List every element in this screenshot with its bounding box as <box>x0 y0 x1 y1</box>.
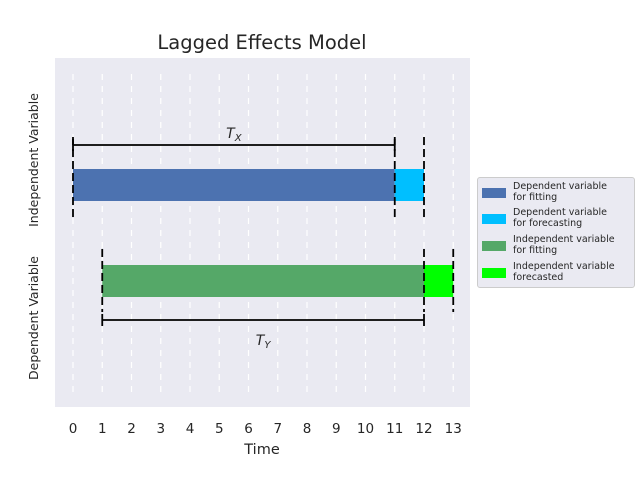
tx-span-label: TX <box>226 126 243 144</box>
x-tick-label: 8 <box>303 421 312 437</box>
legend-label-indep-forecast: Independent variable forecasted <box>513 261 615 283</box>
x-tick-label: 7 <box>273 421 282 437</box>
x-tick-labels: 0 1 2 3 4 5 6 7 8 9 10 11 12 13 <box>69 421 462 437</box>
legend-label-dep-forecast: Dependent variable for forecasting <box>513 207 608 229</box>
x-tick-label: 9 <box>332 421 341 437</box>
indep-forecast-bar <box>424 265 454 297</box>
figure-title: Lagged Effects Model <box>157 31 366 54</box>
x-tick-label: 11 <box>386 421 403 437</box>
legend-item-indep-forecast: Independent variable forecasted <box>482 261 634 286</box>
x-tick-label: 6 <box>244 421 253 437</box>
bars <box>73 169 454 297</box>
legend-label-dep-fit: Dependent variable for fitting <box>513 181 608 203</box>
x-tick-label: 13 <box>445 421 462 437</box>
legend-label-indep-fit: Independent variable for fitting <box>513 234 615 256</box>
x-tick-label: 10 <box>357 421 374 437</box>
legend-swatch-indep-fit <box>482 241 506 251</box>
x-tick-label: 2 <box>127 421 136 437</box>
x-axis-label: Time <box>243 442 280 458</box>
indep-fit-bar <box>102 265 424 297</box>
legend-swatch-indep-forecast <box>482 268 506 278</box>
dep-forecast-bar <box>394 169 424 201</box>
legend-swatch-dep-forecast <box>482 214 506 224</box>
legend-swatch-dep-fit <box>482 188 506 198</box>
legend-item-dep-forecast: Dependent variable for forecasting <box>482 207 634 232</box>
y-label-bottom: Dependent Variable <box>26 256 41 380</box>
legend-item-indep-fit: Independent variable for fitting <box>482 234 634 259</box>
x-tick-label: 5 <box>215 421 224 437</box>
x-tick-label: 12 <box>415 421 432 437</box>
x-tick-label: 0 <box>69 421 78 437</box>
span-brackets: TX TY <box>72 126 425 351</box>
legend-item-dep-fit: Dependent variable for fitting <box>482 181 634 206</box>
dep-fit-bar <box>73 169 395 201</box>
y-label-top: Independent Variable <box>26 93 41 227</box>
x-tick-label: 4 <box>186 421 195 437</box>
plot-background <box>55 58 470 407</box>
grid-lines <box>72 74 454 393</box>
x-tick-label: 3 <box>156 421 165 437</box>
ty-span-label: TY <box>256 333 272 351</box>
x-tick-label: 1 <box>98 421 107 437</box>
legend: Dependent variable for fitting Dependent… <box>477 177 635 288</box>
